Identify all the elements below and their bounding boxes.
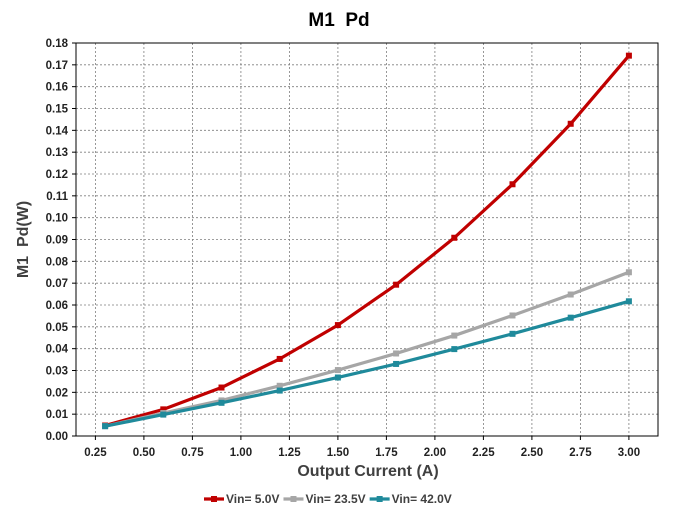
legend-marker xyxy=(211,496,217,502)
y-tick-label: 0.08 xyxy=(46,256,69,268)
y-tick-label: 0.07 xyxy=(46,278,68,290)
y-tick-label: 0.04 xyxy=(46,344,69,356)
x-tick-label: 2.75 xyxy=(569,447,592,459)
y-tick-label: 0.01 xyxy=(46,409,69,421)
data-point xyxy=(393,350,400,357)
y-tick-label: 0.18 xyxy=(46,38,69,50)
y-tick-label: 0.16 xyxy=(46,82,68,94)
data-point xyxy=(102,423,109,430)
y-tick-label: 0.13 xyxy=(46,147,68,159)
data-point xyxy=(509,330,516,337)
data-point xyxy=(393,360,400,367)
y-tick-label: 0.12 xyxy=(46,169,68,181)
legend-label: Vin= 5.0V xyxy=(226,492,279,506)
y-tick-label: 0.00 xyxy=(46,431,68,443)
data-point xyxy=(334,367,341,374)
data-point xyxy=(160,406,167,413)
data-point xyxy=(276,382,283,389)
x-tick-label: 0.25 xyxy=(84,447,107,459)
data-point xyxy=(393,281,400,288)
grid xyxy=(76,43,658,436)
y-tick-label: 0.09 xyxy=(46,235,68,247)
series-line xyxy=(104,299,630,428)
x-tick-label: 2.00 xyxy=(424,447,446,459)
data-point xyxy=(567,291,574,298)
x-tick-label: 1.50 xyxy=(327,447,349,459)
data-point xyxy=(625,298,632,305)
x-axis-ticks: 0.25 0.50 0.75 1.00 1.25 1.50 1.75 2.00 2.25 2.50… xyxy=(84,436,640,459)
x-tick-label: 2.25 xyxy=(472,447,495,459)
legend-label: Vin= 42.0V xyxy=(392,492,452,506)
y-tick-label: 0.06 xyxy=(46,300,68,312)
data-point xyxy=(567,120,574,127)
y-tick-label: 0.11 xyxy=(46,191,68,203)
data-point xyxy=(218,384,225,391)
x-tick-label: 1.75 xyxy=(375,447,398,459)
y-tick-label: 0.10 xyxy=(46,213,68,225)
x-tick-label: 0.75 xyxy=(181,447,204,459)
x-tick-label: 1.25 xyxy=(278,447,301,459)
legend-label: Vin= 23.5V xyxy=(305,492,365,506)
data-point xyxy=(451,332,458,339)
legend: Vin= 5.0V Vin= 23.5V Vin= 42.0V xyxy=(204,492,452,506)
data-point xyxy=(218,399,225,406)
y-tick-label: 0.14 xyxy=(46,125,69,137)
y-tick-label: 0.17 xyxy=(46,60,68,72)
data-point xyxy=(509,312,516,319)
legend-marker xyxy=(290,496,297,502)
data-point xyxy=(276,387,283,394)
x-axis-label: Output Current (A) xyxy=(297,463,438,480)
x-tick-label: 0.50 xyxy=(133,447,155,459)
y-axis-label: M1 Pd(W) xyxy=(15,201,32,278)
data-point xyxy=(334,322,341,329)
series-line xyxy=(104,54,631,428)
y-axis-ticks: 0.00 0.01 0.02 0.03 0.04 0.05 0.06 0.07 0.08 0.09… xyxy=(46,38,76,443)
data-point xyxy=(625,269,632,276)
plot-area xyxy=(75,42,659,437)
series-group xyxy=(102,52,632,430)
x-tick-label: 1.00 xyxy=(230,447,252,459)
data-point xyxy=(451,346,458,353)
data-point xyxy=(509,181,516,188)
y-tick-label: 0.02 xyxy=(46,387,68,399)
x-tick-label: 2.50 xyxy=(521,447,543,459)
data-point xyxy=(160,411,167,418)
data-point xyxy=(276,355,283,362)
data-point xyxy=(451,234,458,241)
data-point xyxy=(625,52,632,59)
y-tick-label: 0.03 xyxy=(46,366,68,378)
x-tick-label: 3.00 xyxy=(618,447,640,459)
series-line xyxy=(104,270,630,428)
data-point xyxy=(567,314,574,321)
y-tick-label: 0.15 xyxy=(46,104,69,116)
chart-title: M1 Pd xyxy=(308,10,369,31)
y-tick-label: 0.05 xyxy=(46,322,69,334)
legend-marker xyxy=(376,496,383,502)
data-point xyxy=(334,374,341,381)
